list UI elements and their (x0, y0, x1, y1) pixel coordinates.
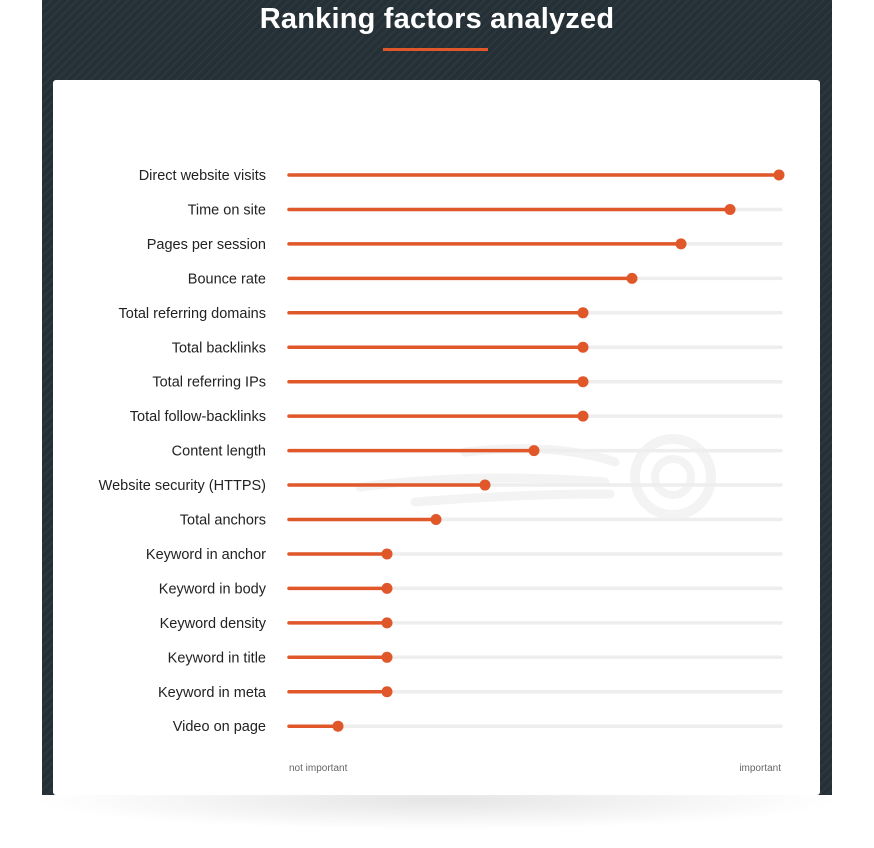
chart-card (53, 80, 820, 795)
value-dot (381, 617, 393, 629)
category-label: Keyword in meta (158, 685, 267, 701)
value-dot (577, 410, 589, 422)
category-label: Total backlinks (172, 340, 266, 356)
title-underline (383, 48, 488, 51)
category-label: Keyword density (160, 616, 267, 632)
value-dot (577, 307, 589, 319)
value-dot (577, 376, 589, 388)
category-label: Keyword in anchor (146, 547, 266, 563)
value-dot (381, 686, 393, 698)
page-title: Ranking factors analyzed (259, 3, 615, 35)
value-dot (381, 582, 393, 594)
category-label: Total referring IPs (152, 375, 266, 391)
category-label: Direct website visits (139, 168, 266, 184)
value-dot (626, 272, 638, 284)
value-dot (528, 445, 540, 457)
value-dot (430, 514, 442, 525)
category-label: Website security (HTTPS) (99, 478, 266, 494)
value-dot (675, 238, 687, 250)
axis-min-label: not important (289, 763, 348, 774)
category-label: Bounce rate (188, 271, 266, 287)
category-label: Video on page (173, 719, 266, 735)
category-label: Keyword in title (168, 650, 266, 666)
value-dot (381, 651, 393, 663)
value-dot (577, 341, 589, 353)
value-dot (773, 169, 785, 181)
category-label: Total follow-backlinks (130, 409, 266, 425)
value-dot (381, 548, 393, 560)
value-dot (724, 203, 736, 215)
category-label: Pages per session (147, 237, 266, 253)
category-label: Keyword in body (159, 581, 267, 597)
category-label: Time on site (188, 202, 266, 218)
category-label: Total referring domains (119, 306, 267, 322)
category-label: Content length (172, 444, 266, 460)
axis-max-label: important (739, 763, 781, 774)
value-dot (332, 720, 344, 732)
value-dot (479, 479, 491, 491)
category-label: Total anchors (180, 513, 266, 529)
